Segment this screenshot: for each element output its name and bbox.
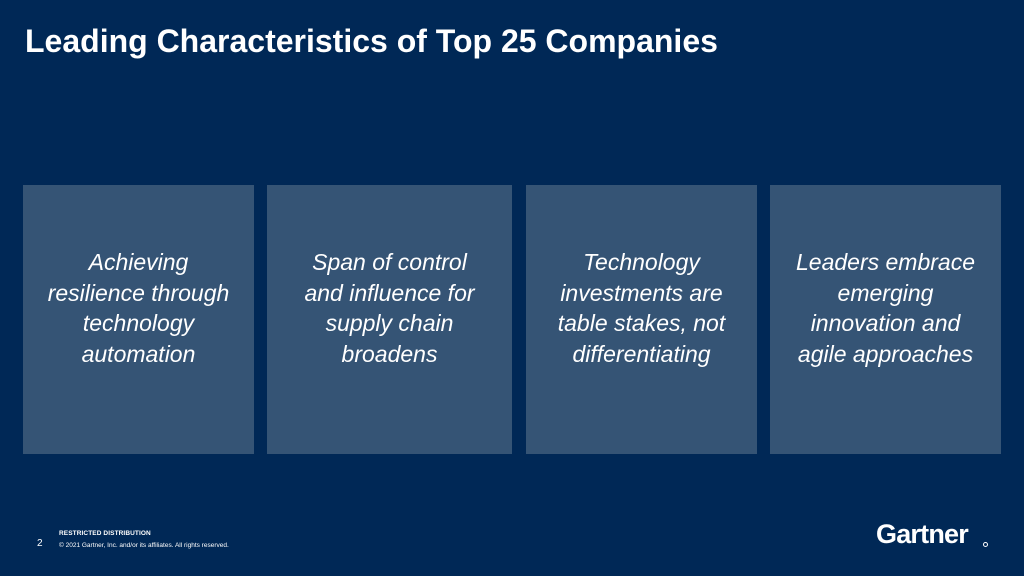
slide-title: Leading Characteristics of Top 25 Compan… — [25, 23, 718, 59]
registered-mark-icon — [983, 542, 988, 547]
page-number: 2 — [37, 538, 43, 549]
characteristic-card-2: Span of control and influence for supply… — [267, 185, 512, 454]
characteristic-text-3: Technology investments are table stakes,… — [557, 249, 726, 367]
copyright-notice: © 2021 Gartner, Inc. and/or its affiliat… — [59, 542, 229, 549]
characteristic-card-1: Achieving resilience through technology … — [23, 185, 254, 454]
characteristic-card-3: Technology investments are table stakes,… — [526, 185, 757, 454]
characteristic-card-4: Leaders embrace emerging innovation and … — [770, 185, 1001, 454]
characteristic-text-1: Achieving resilience through technology … — [47, 249, 230, 367]
characteristic-text-2: Span of control and influence for supply… — [304, 249, 475, 367]
characteristic-text-4: Leaders embrace emerging innovation and … — [796, 249, 975, 367]
restricted-distribution-label: RESTRICTED DISTRIBUTION — [59, 530, 151, 537]
gartner-logo: Gartner — [876, 519, 969, 549]
